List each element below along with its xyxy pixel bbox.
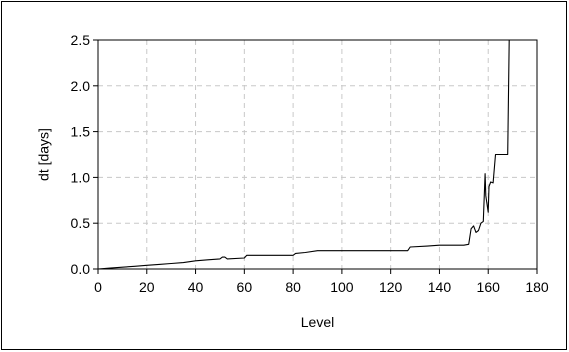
series-layer — [97, 39, 513, 270]
x-tick-label: 100 — [330, 279, 354, 295]
x-tick-label: 160 — [477, 279, 501, 295]
x-tick-label: 140 — [428, 279, 452, 295]
x-tick-label: 20 — [139, 279, 155, 295]
y-tick-label: 2.0 — [71, 78, 91, 94]
axis-ticks: 0 20 40 60 80 100 120 140 160 180 0.0 0.5 1.0 1.5 2.0 2… — [71, 32, 549, 295]
y-tick-label: 0.5 — [71, 215, 91, 231]
x-tick-label: 40 — [188, 279, 204, 295]
x-axis-label: Level — [301, 314, 334, 330]
grid-lines — [98, 40, 537, 269]
plot-area — [97, 39, 538, 270]
y-tick-label: 1.0 — [71, 169, 91, 185]
y-axis-label: dt [days] — [36, 128, 52, 181]
x-tick-label: 180 — [525, 279, 549, 295]
series-line — [97, 39, 513, 270]
y-tick-label: 1.5 — [71, 124, 91, 140]
x-tick-label: 0 — [94, 279, 102, 295]
x-tick-label: 80 — [285, 279, 301, 295]
y-tick-label: 2.5 — [71, 32, 91, 48]
y-tick-label: 0.0 — [71, 261, 91, 277]
x-tick-label: 60 — [237, 279, 253, 295]
x-tick-label: 120 — [379, 279, 403, 295]
